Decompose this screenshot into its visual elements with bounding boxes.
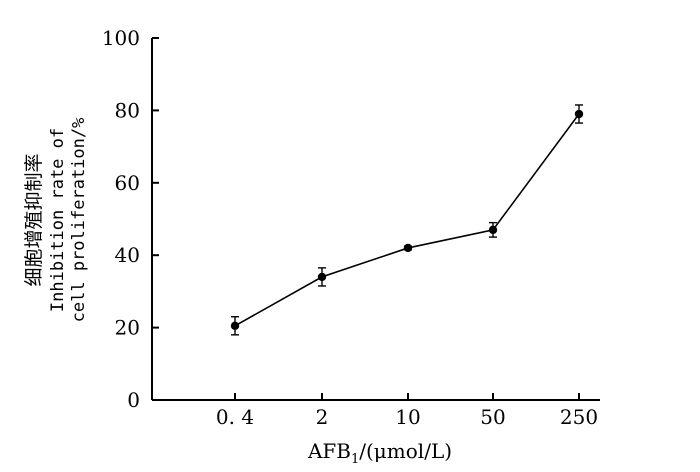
y-axis-label-line-3: cell proliferation/% <box>69 118 89 323</box>
x-tick-label: 0. 4 <box>216 405 254 429</box>
x-axis-label-subscript: 1 <box>351 452 359 467</box>
x-axis-label: AFB1/(μmol/L) <box>307 439 452 467</box>
y-tick-label: 80 <box>115 98 140 122</box>
y-axis-label-line-1: 细胞增殖抑制率 <box>23 153 45 286</box>
data-point <box>574 109 584 119</box>
x-ticks: 0. 4 2 10 50 250 <box>216 393 598 429</box>
x-tick-label: 2 <box>316 405 329 429</box>
y-axis-label-line-2: Inhibition rate of <box>48 128 68 312</box>
y-tick-label: 100 <box>102 26 140 50</box>
data-point <box>403 243 413 253</box>
y-tick-label: 60 <box>115 171 140 195</box>
x-axis-label-unit: /(μmol/L) <box>359 439 452 463</box>
data-point <box>230 321 240 330</box>
y-tick-label: 40 <box>115 243 140 267</box>
series-line <box>234 113 580 327</box>
x-tick-label: 10 <box>395 405 420 429</box>
y-tick-label: 20 <box>115 316 140 340</box>
y-axis-label: 细胞增殖抑制率 Inhibition rate of cell prolifer… <box>23 118 89 323</box>
x-axis-label-main: AFB <box>307 439 351 463</box>
axes <box>151 38 600 401</box>
data-point <box>317 272 327 282</box>
y-tick-label: 0 <box>127 388 140 412</box>
y-ticks: 0 20 40 60 80 100 <box>102 26 159 412</box>
data-point <box>488 225 498 235</box>
x-tick-label: 50 <box>480 405 505 429</box>
x-tick-label: 250 <box>560 405 598 429</box>
data-series <box>230 104 584 336</box>
